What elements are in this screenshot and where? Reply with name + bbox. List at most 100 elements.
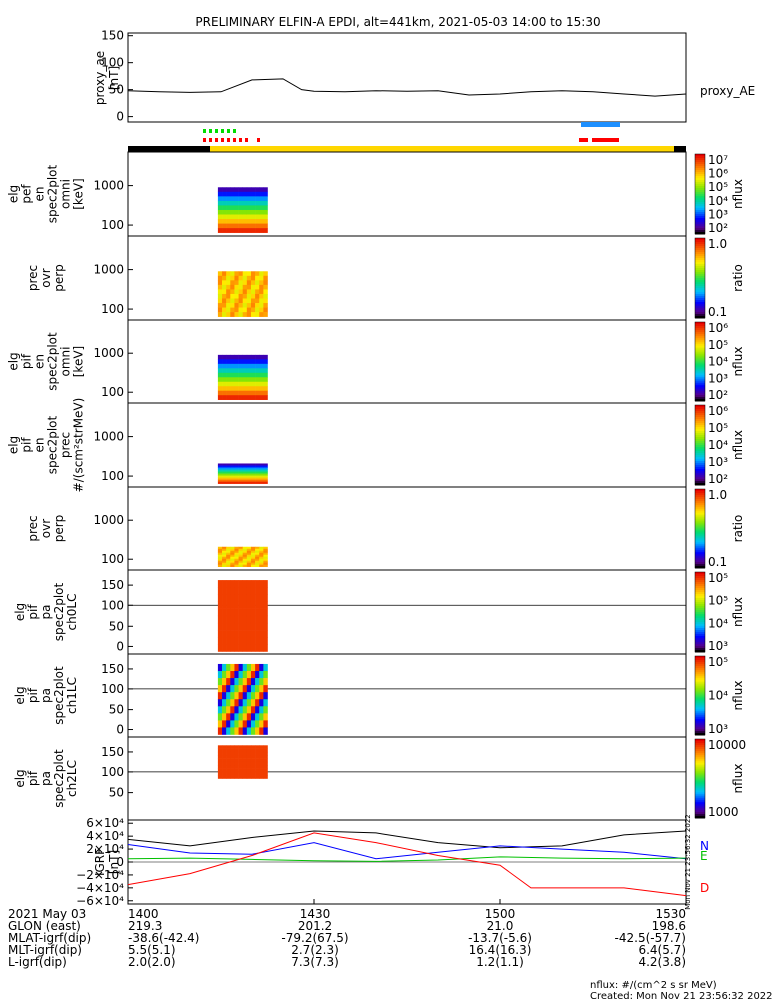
- colorbar-6: [695, 675, 705, 679]
- spec-cell: [226, 748, 231, 753]
- spec-cell: [246, 608, 252, 617]
- spec-cell: [222, 562, 227, 565]
- spec-cell: [255, 205, 260, 211]
- panel-ytick-label: 50: [109, 786, 124, 800]
- ae-legend: proxy_AE: [700, 84, 755, 98]
- spec-cell: [246, 209, 252, 215]
- igrf-ytick-label: −6×10⁴: [76, 894, 124, 908]
- spec-cell: [246, 758, 252, 763]
- spec-cell: [217, 368, 223, 374]
- colorbar-3: [695, 457, 705, 460]
- colorbar-1: [695, 280, 705, 283]
- spec-cell: [242, 748, 248, 753]
- spec-cell: [217, 467, 223, 470]
- spec-cell: [230, 692, 235, 700]
- spec-cell: [242, 298, 248, 304]
- proxy-ae-line: [127, 78, 687, 97]
- spec-cell: [226, 622, 231, 631]
- spec-cell: [263, 359, 268, 365]
- spec-cell: [226, 479, 231, 482]
- colorbar-6-frame: [694, 655, 706, 736]
- spec-cell: [259, 560, 264, 563]
- spec-cell: [234, 564, 239, 567]
- colorbar-2: [695, 363, 705, 366]
- spec-cell: [250, 550, 256, 554]
- spec-cell: [246, 706, 252, 714]
- spec-cell: [234, 223, 239, 229]
- spec-cell: [259, 196, 264, 202]
- cbar-tick-label: 10⁴: [708, 194, 728, 208]
- red-marker: [209, 138, 212, 142]
- spec-cell: [259, 765, 264, 769]
- spec-cell: [234, 467, 239, 470]
- spec-cell: [222, 209, 227, 215]
- spec-cell: [246, 372, 252, 378]
- panel-ylabel: elg: [13, 769, 27, 787]
- spec-cell: [263, 548, 268, 552]
- spec-cell: [242, 622, 248, 631]
- spec-cell: [246, 359, 252, 365]
- spec-cell: [222, 465, 227, 468]
- colorbar-7: [695, 808, 705, 811]
- spec-cell: [226, 377, 231, 383]
- spec-cell: [230, 307, 235, 313]
- colorbar-0: [695, 190, 705, 193]
- spec-cell: [263, 363, 268, 369]
- spec-cell: [255, 354, 260, 360]
- colorbar-3: [695, 455, 705, 458]
- spec-cell: [226, 271, 231, 277]
- spec-cell: [234, 615, 239, 624]
- spec-cell: [234, 219, 239, 224]
- spec-cell: [246, 469, 252, 472]
- spec-cell: [217, 637, 223, 645]
- spec-cell: [246, 594, 252, 602]
- spec-cell: [263, 671, 268, 679]
- spec-cell: [238, 692, 243, 700]
- red-marker: [221, 138, 224, 142]
- spec-cell: [222, 560, 227, 563]
- spec-cell: [246, 663, 252, 672]
- spec-cell: [230, 775, 235, 779]
- spec-cell: [217, 372, 223, 378]
- spec-cell: [250, 765, 256, 769]
- colorbar-1: [695, 288, 705, 291]
- spec-cell: [217, 761, 223, 766]
- panel-ylabel: ch2LC: [65, 760, 79, 797]
- spec-cell: [217, 768, 223, 773]
- colorbar-3: [695, 425, 705, 428]
- spec-cell: [234, 481, 239, 484]
- spec-cell: [259, 368, 264, 374]
- spec-cell: [246, 467, 252, 470]
- spec-cell: [230, 768, 235, 773]
- spec-cell: [226, 546, 231, 550]
- spec-cell: [234, 548, 239, 552]
- spec-cell: [217, 307, 223, 313]
- spec-cell: [230, 354, 235, 360]
- spec-cell: [263, 187, 268, 193]
- colorbar-1: [695, 312, 705, 315]
- spec-cell: [222, 475, 227, 478]
- cbar-tick-label: 10⁷: [708, 153, 728, 167]
- igrf-legend-D: D: [700, 881, 709, 895]
- spec-cell: [222, 751, 227, 756]
- footer-row-label: MLT-igrf(dip): [8, 943, 82, 957]
- spec-cell: [238, 196, 243, 202]
- footer-row-value: 219.3: [128, 919, 162, 933]
- spec-cell: [234, 546, 239, 550]
- colorbar-3-frame: [694, 404, 706, 486]
- spec-cell: [255, 720, 260, 728]
- panel-ytick-label: 100: [101, 552, 124, 566]
- colorbar-0: [695, 208, 705, 211]
- spec-cell: [246, 386, 252, 392]
- spec-cell: [238, 307, 243, 313]
- colorbar-6: [695, 713, 705, 716]
- spec-cell: [242, 558, 248, 562]
- spec-cell: [259, 303, 264, 308]
- colorbar-6: [695, 659, 705, 663]
- spec-cell: [238, 381, 243, 387]
- colorbar-4: [695, 562, 705, 565]
- spec-cell: [250, 671, 256, 679]
- spec-cell: [263, 546, 268, 550]
- colorbar-5: [695, 590, 705, 593]
